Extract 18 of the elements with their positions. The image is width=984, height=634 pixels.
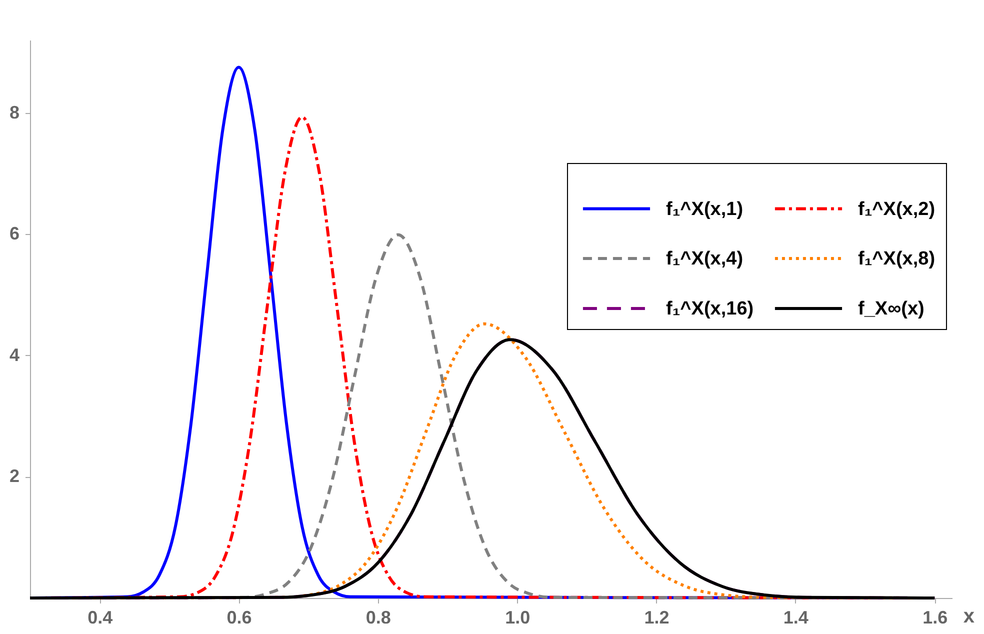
x-tick-label: 1.0: [505, 608, 530, 628]
legend-label: f₁^X(x,1): [666, 198, 744, 220]
y-tick-label: 6: [9, 224, 20, 244]
legend-label: f₁^X(x,2): [858, 198, 936, 220]
x-axis-title: x: [963, 606, 974, 628]
legend-label: f₁^X(x,16): [666, 298, 754, 320]
x-tick-label: 0.8: [366, 608, 391, 628]
x-tick-label: 1.4: [783, 608, 808, 628]
y-tick-label: 8: [9, 102, 20, 122]
x-tick-label: 0.6: [226, 608, 252, 628]
x-tick-label: 1.6: [922, 608, 948, 628]
legend-label: f₁^X(x,4): [666, 248, 744, 270]
y-tick-label: 4: [9, 344, 20, 365]
legend-label: f_X∞(x): [858, 298, 924, 320]
legend-label: f₁^X(x,8): [858, 248, 936, 270]
x-tick-label: 0.4: [88, 608, 113, 628]
x-tick-label: 1.2: [644, 608, 670, 628]
y-tick-label: 2: [9, 466, 20, 486]
